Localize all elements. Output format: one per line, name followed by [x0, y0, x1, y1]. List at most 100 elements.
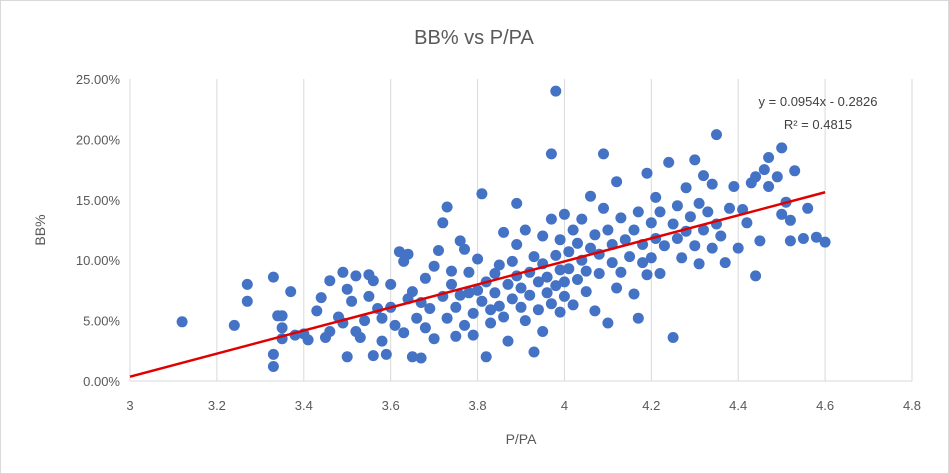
data-point — [732, 242, 744, 254]
y-tick-label: 15.00% — [76, 193, 121, 208]
data-point — [489, 268, 501, 279]
data-point — [750, 270, 762, 282]
data-point — [528, 346, 540, 358]
data-point — [567, 224, 579, 236]
data-point — [367, 275, 379, 287]
data-point — [498, 226, 510, 238]
data-point — [415, 352, 427, 364]
data-point — [324, 326, 336, 337]
data-point — [267, 348, 279, 360]
data-point — [424, 303, 436, 314]
data-point — [502, 335, 514, 347]
data-point — [563, 263, 575, 275]
data-point — [667, 332, 679, 343]
data-point — [602, 224, 614, 236]
data-point — [532, 276, 544, 288]
data-point — [554, 264, 566, 276]
gridlines — [216, 79, 913, 381]
y-axis-label: BB% — [32, 214, 48, 245]
data-point — [776, 142, 788, 154]
data-point — [550, 280, 562, 292]
data-point — [558, 290, 570, 302]
data-point — [419, 322, 431, 334]
data-point — [719, 257, 731, 269]
data-point — [550, 85, 562, 97]
data-point — [467, 329, 479, 341]
data-point — [602, 317, 614, 329]
trend-r-squared: R² = 0.4815 — [784, 117, 852, 132]
data-point — [641, 167, 653, 179]
data-point — [428, 260, 440, 272]
data-point — [489, 287, 501, 299]
data-point — [350, 270, 362, 282]
data-point — [411, 312, 423, 324]
data-point — [585, 190, 596, 202]
data-point — [515, 282, 527, 294]
data-point — [784, 214, 796, 226]
data-point — [346, 295, 358, 307]
data-point — [763, 181, 775, 192]
data-point — [519, 224, 531, 236]
x-tick-label: 4.6 — [816, 398, 834, 413]
y-tick-label: 20.00% — [76, 132, 121, 147]
data-point — [354, 332, 366, 343]
data-point — [637, 257, 649, 269]
data-point — [684, 211, 696, 223]
data-point — [693, 258, 705, 270]
data-point — [802, 202, 814, 214]
data-point — [228, 319, 240, 331]
data-point — [376, 335, 388, 347]
data-point — [537, 230, 549, 242]
data-point — [276, 310, 288, 322]
data-point — [502, 278, 514, 290]
data-point — [285, 286, 297, 298]
data-point — [359, 315, 371, 327]
x-tick-label: 3 — [126, 398, 133, 413]
data-point — [324, 275, 336, 287]
data-point — [454, 235, 466, 247]
data-point — [611, 282, 623, 294]
data-point — [645, 217, 657, 229]
data-point — [437, 217, 449, 229]
data-point — [519, 315, 531, 327]
data-point — [472, 253, 484, 265]
y-tick-label: 10.00% — [76, 253, 121, 268]
data-point — [537, 326, 549, 337]
data-point — [446, 265, 457, 277]
data-point — [706, 242, 718, 254]
data-point — [480, 351, 492, 363]
data-point — [267, 361, 279, 372]
data-point — [463, 266, 475, 278]
data-point — [532, 304, 544, 316]
data-point — [558, 208, 570, 220]
trend-equation: y = 0.0954x - 0.2826 — [759, 94, 878, 109]
data-point — [476, 188, 488, 200]
data-point — [511, 197, 523, 209]
data-point — [506, 255, 518, 267]
chart-title: BB% vs P/PA — [414, 27, 534, 49]
data-point — [689, 240, 701, 252]
data-point — [576, 213, 588, 225]
data-point — [376, 312, 388, 324]
data-point — [711, 129, 722, 141]
data-point — [663, 156, 675, 168]
data-point — [467, 307, 479, 319]
data-point — [341, 351, 353, 363]
data-point — [428, 333, 440, 345]
data-point — [454, 289, 466, 301]
data-point — [715, 230, 727, 242]
data-point — [341, 283, 353, 295]
data-point — [441, 312, 453, 324]
x-tick-label: 4 — [561, 398, 568, 413]
data-point — [311, 305, 323, 317]
data-point — [476, 295, 488, 307]
data-point — [385, 278, 397, 290]
data-point — [589, 229, 601, 241]
data-points — [176, 85, 831, 372]
data-point — [789, 165, 801, 177]
data-point — [741, 217, 753, 229]
y-tick-labels: 0.00% 5.00% 10.00% 15.00% 20.00% 25.00% — [76, 72, 121, 389]
data-point — [506, 293, 518, 305]
data-point — [241, 278, 253, 290]
y-tick-label: 5.00% — [83, 314, 120, 329]
